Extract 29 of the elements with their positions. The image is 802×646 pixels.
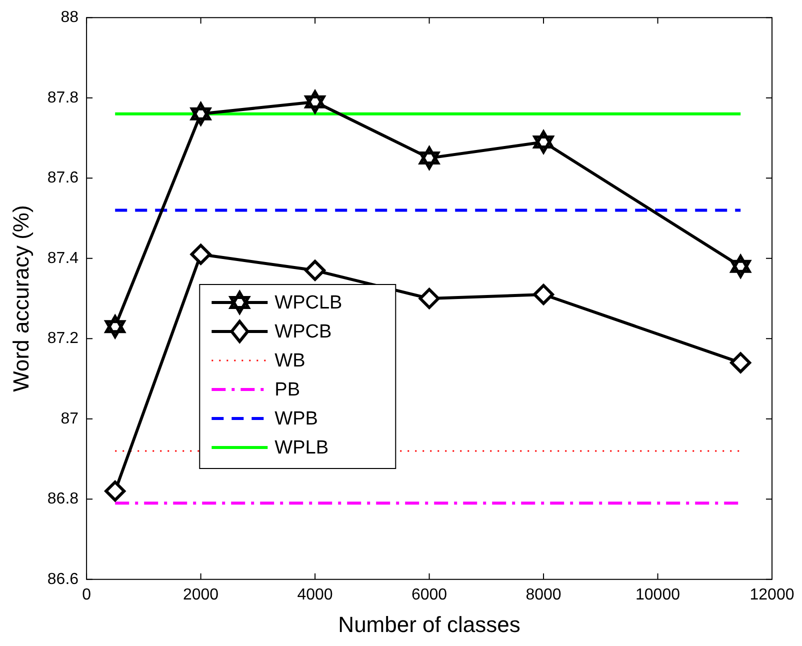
x-tick-label: 2000: [182, 586, 219, 604]
point: [104, 480, 126, 502]
y-tick-label: 87.8: [47, 89, 79, 106]
point: [304, 260, 326, 281]
legend-label: WB: [274, 350, 306, 372]
x-tick-label: 8000: [526, 586, 562, 604]
point: [730, 352, 752, 374]
y-axis-title: Word accuracy (%): [8, 205, 34, 392]
y-tick-label: 87.4: [47, 250, 79, 267]
legend-label: PB: [274, 380, 300, 401]
y-tick-label: 87.6: [47, 170, 79, 187]
y-tick-label: 87.2: [47, 330, 79, 348]
x-tick-label: 4000: [297, 586, 333, 604]
x-tick-label: 0: [82, 586, 92, 604]
legend-label: WPLB: [274, 438, 328, 459]
legend-label: WPB: [274, 408, 318, 430]
x-tick-label: 6000: [411, 586, 448, 604]
x-axis-title: Number of classes: [338, 612, 520, 637]
legend-label: WPCB: [274, 322, 332, 343]
point: [190, 244, 212, 265]
y-tick-label: 88: [60, 9, 79, 26]
x-tick-label: 12000: [750, 586, 794, 604]
y-tick-label: 86.8: [47, 490, 79, 508]
x-tick-label: 10000: [636, 586, 680, 604]
point: [418, 288, 440, 309]
y-tick-label: 86.6: [47, 570, 79, 588]
legend-label: WPCLB: [274, 292, 342, 314]
y-tick-label: 87: [60, 410, 79, 428]
point: [533, 284, 554, 305]
